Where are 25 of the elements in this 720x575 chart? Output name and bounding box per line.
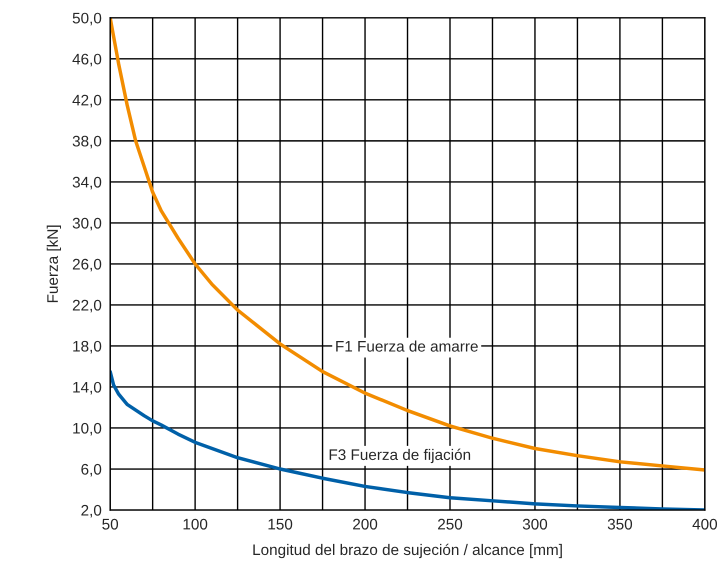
y-tick-label: 30,0 — [72, 218, 102, 230]
y-tick-label: 22,0 — [72, 300, 102, 312]
x-tick-label: 50 — [102, 518, 118, 530]
y-tick-label: 26,0 — [72, 258, 102, 272]
y-tick-label: 50,0 — [72, 12, 102, 26]
y-tick-label: 46,0 — [72, 54, 102, 66]
x-tick-label: 150 — [268, 518, 292, 530]
x-axis-title: Longitud del brazo de sujeción / alcance [mm] — [253, 544, 562, 558]
y-tick-label: 6,0 — [81, 464, 102, 476]
y-tick-label: 34,0 — [72, 176, 102, 190]
y-tick-label: 2,0 — [81, 504, 102, 518]
y-tick-label: 18,0 — [73, 340, 102, 354]
x-tick-label: 400 — [692, 518, 718, 530]
x-tick-label: 300 — [522, 518, 548, 530]
x-tick-label: 100 — [184, 518, 208, 530]
y-tick-label: 10,0 — [73, 422, 102, 436]
y-tick-label: 38,0 — [72, 136, 102, 148]
x-tick-label: 350 — [608, 518, 632, 530]
series-label: F1 Fuerza de amarre — [336, 340, 478, 352]
series-label: F3 Fuerza de fijación — [330, 448, 470, 464]
y-tick-label: 42,0 — [72, 94, 102, 108]
y-axis-title: Fuerza [kN] — [46, 226, 61, 302]
x-tick-label: 250 — [438, 518, 462, 530]
x-tick-label: 200 — [353, 518, 378, 530]
y-tick-label: 14,0 — [73, 382, 102, 394]
